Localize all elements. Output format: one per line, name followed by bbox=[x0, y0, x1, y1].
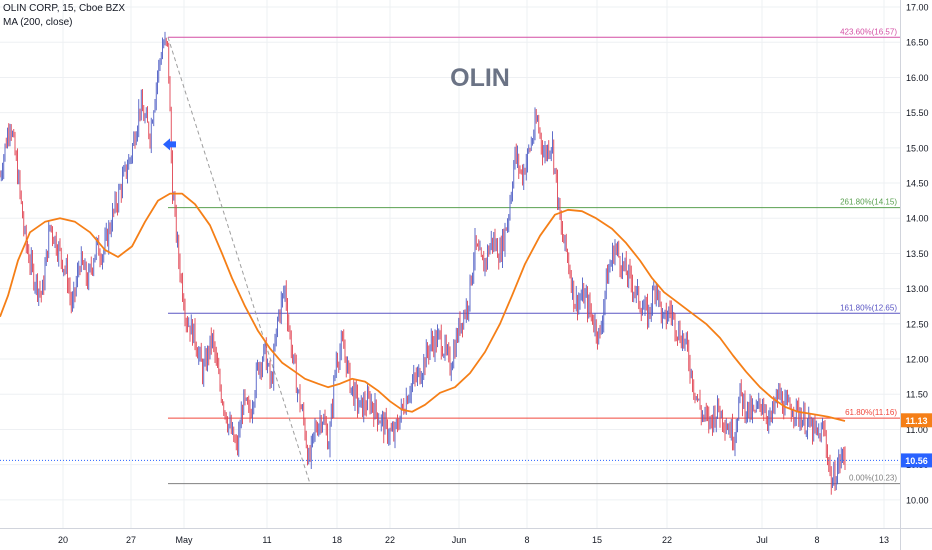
ma-200-line bbox=[0, 192, 846, 422]
time-tick-label: 8 bbox=[524, 535, 529, 545]
time-tick-label: 11 bbox=[262, 535, 271, 545]
price-tick-label: 15.50 bbox=[906, 108, 929, 118]
price-tick-label: 10.00 bbox=[906, 495, 929, 505]
ticker-annotation: OLIN bbox=[450, 64, 510, 92]
price-tick-label: 14.50 bbox=[906, 179, 929, 189]
price-tick-label: 11.50 bbox=[906, 390, 928, 400]
ma-price-badge-bg bbox=[901, 413, 932, 428]
last-price-badge-bg bbox=[901, 453, 932, 468]
candles bbox=[0, 31, 846, 495]
fib-level-label: 423.60%(16.57) bbox=[840, 27, 897, 36]
fib-level-label: 161.80%(12.65) bbox=[840, 303, 897, 312]
time-axis[interactable]: 20 27 May 11 18 22 Jun 8 15 22 Jul 8 13 bbox=[0, 528, 932, 546]
price-tick-label: 13.00 bbox=[906, 284, 929, 294]
price-tick-label: 16.00 bbox=[906, 73, 929, 83]
time-tick-label: 22 bbox=[385, 535, 395, 545]
price-tick-label: 11.00 bbox=[906, 425, 928, 435]
symbol-legend[interactable]: OLIN CORP, 15, Cboe BZX bbox=[3, 3, 126, 14]
price-tick-label: 12.00 bbox=[906, 355, 929, 365]
fib-level-label: 261.80%(14.15) bbox=[840, 198, 897, 207]
price-tick-label: 15.00 bbox=[906, 143, 929, 153]
time-tick-label: 20 bbox=[58, 535, 68, 545]
moving-average bbox=[0, 192, 846, 422]
fib-level-label: 61.80%(11.16) bbox=[845, 408, 897, 417]
arrow-left-icon bbox=[163, 138, 176, 151]
trend-line bbox=[167, 37, 311, 484]
arrow-marker bbox=[163, 138, 176, 151]
fib-levels: 423.60%(16.57) 261.80%(14.15) 161.80%(12.6… bbox=[168, 27, 900, 485]
indicator-legend[interactable]: MA (200, close) bbox=[3, 17, 73, 28]
fib-level-label: 0.00%(10.23) bbox=[849, 474, 897, 483]
price-tick-label: 17.00 bbox=[906, 3, 929, 13]
price-tick-label: 13.50 bbox=[906, 249, 929, 259]
time-tick-label: 13 bbox=[879, 535, 889, 545]
dashed-trend-line bbox=[167, 37, 311, 484]
time-tick-label: 8 bbox=[814, 535, 819, 545]
price-tick-label: 16.50 bbox=[906, 38, 929, 48]
time-tick-label: May bbox=[175, 535, 193, 545]
ma-price-badge: 11.13 bbox=[905, 416, 927, 426]
price-tick-label: 12.50 bbox=[906, 319, 929, 329]
time-tick-label: 22 bbox=[662, 535, 672, 545]
price-tick-label: 14.00 bbox=[906, 214, 929, 224]
time-tick-label: 27 bbox=[126, 535, 136, 545]
time-tick-label: Jun bbox=[452, 535, 467, 545]
last-price-badge: 10.56 bbox=[905, 456, 928, 466]
time-tick-label: 15 bbox=[592, 535, 602, 545]
time-tick-label: 18 bbox=[332, 535, 342, 545]
time-tick-label: Jul bbox=[756, 535, 768, 545]
